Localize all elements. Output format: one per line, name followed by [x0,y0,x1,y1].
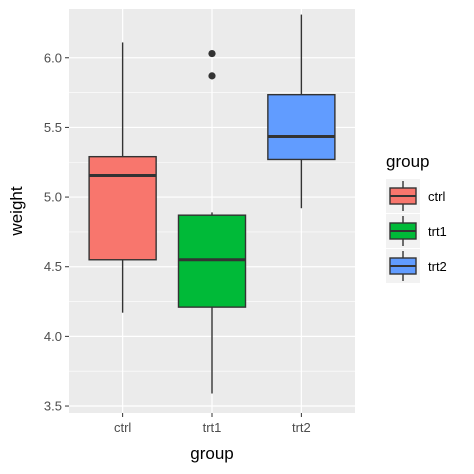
y-tick-label: 3.5 [44,399,62,414]
y-tick-label: 4.5 [44,259,62,274]
x-axis: ctrl trt1 trt2 [114,413,311,435]
y-axis: 3.5 4.0 4.5 5.0 5.5 6.0 [44,50,69,414]
boxes-layer [88,14,336,394]
legend-label: trt1 [428,224,447,239]
x-tick-label: ctrl [114,420,131,435]
box-body [267,93,336,161]
x-tick-label: trt1 [203,420,222,435]
y-tick-label: 5.0 [44,190,62,205]
y-axis-title: weight [7,186,26,236]
legend: group ctrl trt1 trt2 [386,152,447,283]
legend-label: trt2 [428,259,447,274]
outlier-point [208,72,216,80]
x-axis-title: group [190,444,233,463]
legend-item-trt2: trt2 [386,249,447,283]
box-trt2 [267,14,336,209]
legend-title: group [386,152,429,171]
legend-item-trt1: trt1 [386,214,447,248]
legend-label: ctrl [428,189,445,204]
y-tick-label: 6.0 [44,50,62,65]
box-ctrl [88,42,157,313]
legend-item-ctrl: ctrl [386,179,445,213]
box-body [88,155,157,261]
x-tick-label: trt2 [292,420,311,435]
y-tick-label: 5.5 [44,120,62,135]
box-trt1 [177,49,247,394]
y-tick-label: 4.0 [44,329,62,344]
outlier-point [208,49,216,58]
